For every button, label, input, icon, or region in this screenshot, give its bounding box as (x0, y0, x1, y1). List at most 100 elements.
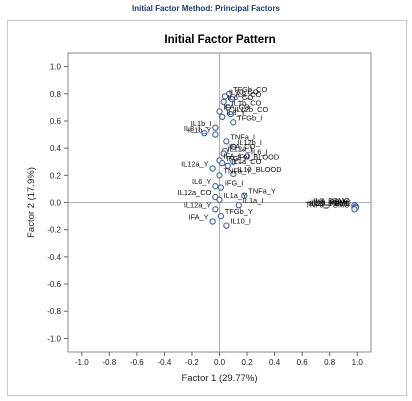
data-point-label: IL6_CO (228, 93, 254, 102)
data-point-label: TNFa_Y (224, 166, 252, 175)
data-point (217, 184, 225, 191)
data-point (220, 98, 227, 106)
data-point (212, 124, 219, 131)
y-axis-label: Factor 2 (17.9%) (26, 167, 37, 238)
data-point (216, 108, 223, 115)
data-point-label: IL1b_I (191, 119, 212, 128)
data-point-label: IL6_PBMC (315, 198, 351, 207)
data-point (221, 93, 229, 100)
x-tick-label: -0.6 (130, 358, 144, 367)
data-point-label: IL1a_I (243, 196, 264, 205)
data-point (209, 165, 216, 172)
data-point-label: IL12b_CO (235, 105, 269, 114)
data-point (227, 111, 234, 118)
data-point-label: IL12b_I (237, 138, 262, 147)
y-axis: 1.0 0.8 0.6 0.4 0.2 0.0 -0.2 -0.4 -0.6 -0.8 -1.0 (47, 63, 68, 343)
data-point-label: TNFa_Y (248, 187, 276, 196)
data-point-label: IL1b_Y (188, 126, 211, 135)
data-point-label: IFA_Y (188, 213, 208, 222)
data-point-label: TFGb_I (237, 113, 262, 122)
data-labels: TFGb_COIL10_COIL8_COIL6_COIL1b_COIFA_COI… (178, 85, 352, 226)
data-point-label: IL8_CO (236, 90, 262, 99)
data-point (230, 143, 237, 150)
data-point-label: IL1a_Y (224, 191, 247, 200)
data-point (220, 150, 227, 157)
data-point-label: TNFa_PBMC (306, 200, 351, 209)
data-point (212, 131, 219, 138)
data-point-label: IL12a_Y (184, 200, 212, 209)
data-point (223, 138, 230, 145)
data-point (219, 159, 226, 167)
y-tick-label: 0.2 (50, 171, 62, 180)
y-tick-label: -0.4 (47, 253, 61, 262)
data-point (224, 104, 231, 111)
x-tick-label: 0.0 (214, 358, 226, 367)
data-point-label: IL1b_CO (232, 98, 262, 107)
page-header: Initial Factor Method: Principal Factors (131, 4, 281, 13)
x-tick-label: -0.8 (102, 358, 116, 367)
x-tick-label: -1.0 (75, 358, 89, 367)
x-tick-label: 0.4 (269, 358, 281, 367)
data-point-label: TNFa_I (230, 132, 255, 141)
y-tick-label: -0.6 (47, 280, 61, 289)
data-point-label: IFG_Y (226, 154, 247, 163)
x-axis-label: Factor 1 (29.77%) (181, 373, 257, 384)
x-axis: -1.0 -0.8 -0.6 -0.4 -0.2 0.0 0.2 0.4 0.6 0.8 1.0 (75, 352, 363, 367)
data-point-label: IL6_I (251, 147, 267, 156)
x-tick-label: -0.2 (185, 358, 199, 367)
y-tick-label: 1.0 (50, 63, 62, 72)
y-tick-label: 0.0 (50, 199, 62, 208)
data-point (212, 206, 219, 213)
data-point (209, 218, 216, 225)
data-point (243, 153, 251, 160)
data-point-label: IL1a_CO (232, 157, 262, 166)
data-point-label: IL8_I (184, 124, 200, 133)
data-point-label: IL6_Y (192, 177, 211, 186)
chart-title: Initial Factor Pattern (164, 34, 275, 46)
data-point-label: TFGb_CO (233, 85, 267, 94)
data-point-label: IFG_I (225, 179, 243, 188)
y-tick-label: 0.6 (50, 117, 62, 126)
y-tick-label: -0.2 (47, 226, 61, 235)
data-point (230, 170, 237, 178)
x-tick-label: -0.4 (158, 358, 172, 367)
data-point-label: IFA_CO (224, 102, 251, 111)
data-point-label: IL12a_Y (181, 160, 209, 169)
data-point-label: IL1b_PBMC (311, 198, 352, 207)
data-point (223, 222, 230, 229)
data-point (228, 96, 236, 103)
data-point (241, 192, 248, 199)
data-point-label: IL12a_CO (178, 188, 212, 197)
data-point-label: IFA_CO (229, 142, 256, 151)
data-points (201, 90, 359, 229)
data-point-label: IL12a_I (228, 145, 253, 154)
data-point-label: IL10_CO (229, 87, 259, 96)
data-point-label: IFN_BLOOD (237, 153, 279, 162)
data-point (224, 162, 231, 169)
x-tick-label: 1.0 (352, 358, 364, 367)
data-point (201, 130, 208, 137)
y-tick-label: -1.0 (47, 334, 61, 343)
data-point (235, 202, 242, 209)
data-point (212, 183, 219, 190)
data-point-label: IL12b_PBMC (307, 199, 352, 208)
data-point-label: IL10_I (230, 217, 251, 226)
y-tick-label: 0.4 (50, 144, 62, 153)
data-point (219, 113, 226, 121)
chart-frame (7, 20, 407, 396)
data-point (216, 196, 223, 203)
y-tick-label: 0.8 (50, 90, 62, 99)
x-tick-label: 0.8 (324, 358, 336, 367)
x-tick-label: 0.6 (297, 358, 309, 367)
data-point (230, 119, 237, 126)
data-point-label: IFA_I (224, 151, 241, 160)
x-tick-label: 0.2 (241, 358, 253, 367)
data-point (217, 212, 225, 220)
data-point-label: IL10_BLOOD (237, 165, 281, 174)
data-point (230, 158, 237, 165)
data-point-label: TFGb_Y (225, 207, 253, 216)
y-tick-label: -0.8 (47, 307, 61, 316)
data-point (351, 206, 358, 213)
data-point (216, 172, 223, 179)
